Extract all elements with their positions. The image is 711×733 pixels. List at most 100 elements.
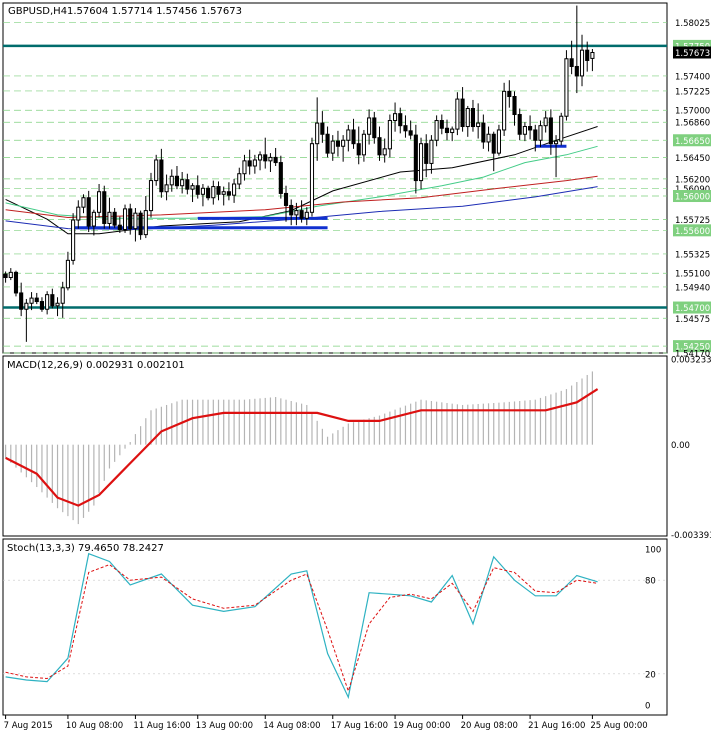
candle-body (294, 210, 299, 216)
candle-body (367, 117, 372, 135)
candle-body (60, 287, 65, 304)
candle-body (486, 133, 491, 143)
candle-body (8, 271, 13, 279)
price-tick-highlight (673, 134, 711, 147)
candle-body (579, 49, 585, 77)
candles (3, 5, 595, 342)
candle-body (481, 122, 486, 143)
candle-body (19, 292, 24, 310)
horizontal-levels (3, 44, 667, 309)
price-tick-label: 1.54700 (675, 304, 710, 314)
macd-signal-line (5, 388, 599, 507)
candle-body (122, 208, 128, 230)
candle-body (71, 219, 76, 261)
candle-body (138, 212, 143, 236)
candle-body (304, 211, 309, 219)
candle-body (55, 302, 60, 307)
candle-body (117, 224, 122, 230)
stochastic-k-line (5, 552, 598, 700)
price-tick-label: 1.58025 (675, 19, 710, 29)
candle-body (91, 211, 96, 227)
candle-body (45, 294, 50, 310)
stochastic-title: Stoch(13,3,3) 79.4650 78.2427 (7, 543, 164, 554)
current-price-marker (673, 46, 711, 59)
candle-body (434, 120, 439, 141)
candle-body (455, 98, 460, 130)
candle-body (439, 120, 444, 129)
candle-body (590, 51, 595, 59)
candle-body (268, 156, 273, 162)
stochastic-tick-label: 80 (645, 577, 656, 587)
candle-body (97, 191, 102, 213)
candle-body (356, 143, 361, 156)
candle-body (169, 175, 174, 186)
stochastic-pane[interactable] (2, 538, 668, 716)
stochastic-series (3, 552, 667, 700)
candle-body (553, 140, 559, 145)
candle-body (315, 122, 320, 145)
candle-body (387, 120, 392, 150)
candle-body (512, 96, 517, 116)
candle-body (200, 187, 205, 195)
candle-body (522, 126, 527, 135)
macd-pane[interactable] (2, 355, 668, 537)
price-tick-label: 1.55725 (675, 216, 710, 226)
candle-body (325, 133, 330, 154)
candle-body (372, 117, 377, 139)
candle-body (424, 143, 429, 164)
candle-body (237, 173, 242, 185)
price-tick-label: 1.56200 (675, 175, 710, 185)
price-tick-label: 1.54250 (675, 343, 710, 353)
macd-series (4, 371, 599, 525)
candle-body (450, 128, 455, 134)
time-axis: 7 Aug 2015 10 Aug 08:00 11 Aug 16:00 13 Aug… (4, 715, 648, 731)
candle-body (528, 126, 533, 131)
candle-body (444, 127, 450, 134)
candle-body (174, 175, 180, 187)
candle-body (559, 115, 564, 142)
price-tick-label: 1.56090 (675, 185, 710, 195)
candle-body (128, 208, 133, 230)
price-tick-label: 1.54170 (675, 350, 710, 360)
candle-body (289, 204, 294, 216)
time-tick-label: 17 Aug 16:00 (331, 721, 388, 731)
price-tick-label: 1.55100 (675, 270, 710, 280)
candle-body (76, 206, 81, 221)
time-tick-label: 11 Aug 16:00 (133, 721, 190, 731)
candle-body (320, 122, 325, 135)
candle-body (413, 134, 418, 182)
price-tick-label: 1.55600 (675, 227, 710, 237)
macd-tick-label: 0.00 (671, 441, 690, 451)
candle-body (564, 58, 569, 117)
candle-body (460, 98, 465, 128)
candle-body (242, 160, 247, 175)
candle-body (569, 58, 574, 67)
candle-body (543, 117, 548, 127)
candle-body (330, 140, 335, 154)
candle-body (81, 197, 86, 208)
candle-body (548, 117, 553, 145)
candle-body (180, 179, 185, 187)
candle-body (418, 143, 424, 182)
time-tick-label: 25 Aug 00:00 (590, 721, 647, 731)
candle-body (257, 154, 263, 161)
candle-body (13, 271, 19, 294)
candle-body (585, 49, 590, 61)
candle-body (148, 180, 154, 212)
stochastic-tick-label: 0 (645, 702, 650, 712)
candle-body (50, 294, 55, 307)
candle-body (309, 143, 315, 213)
candle-body (533, 129, 538, 141)
price-tick-highlight (673, 301, 711, 314)
candle-body (403, 125, 408, 132)
candle-body (408, 130, 413, 136)
candle-body (185, 179, 190, 190)
candle-body (507, 90, 512, 98)
candle-body (476, 122, 481, 128)
price-tick-highlight (673, 190, 711, 203)
candle-body (341, 139, 346, 147)
candle-body (538, 125, 543, 141)
price-tick-label: 1.55325 (675, 250, 710, 260)
candle-body (273, 156, 278, 164)
